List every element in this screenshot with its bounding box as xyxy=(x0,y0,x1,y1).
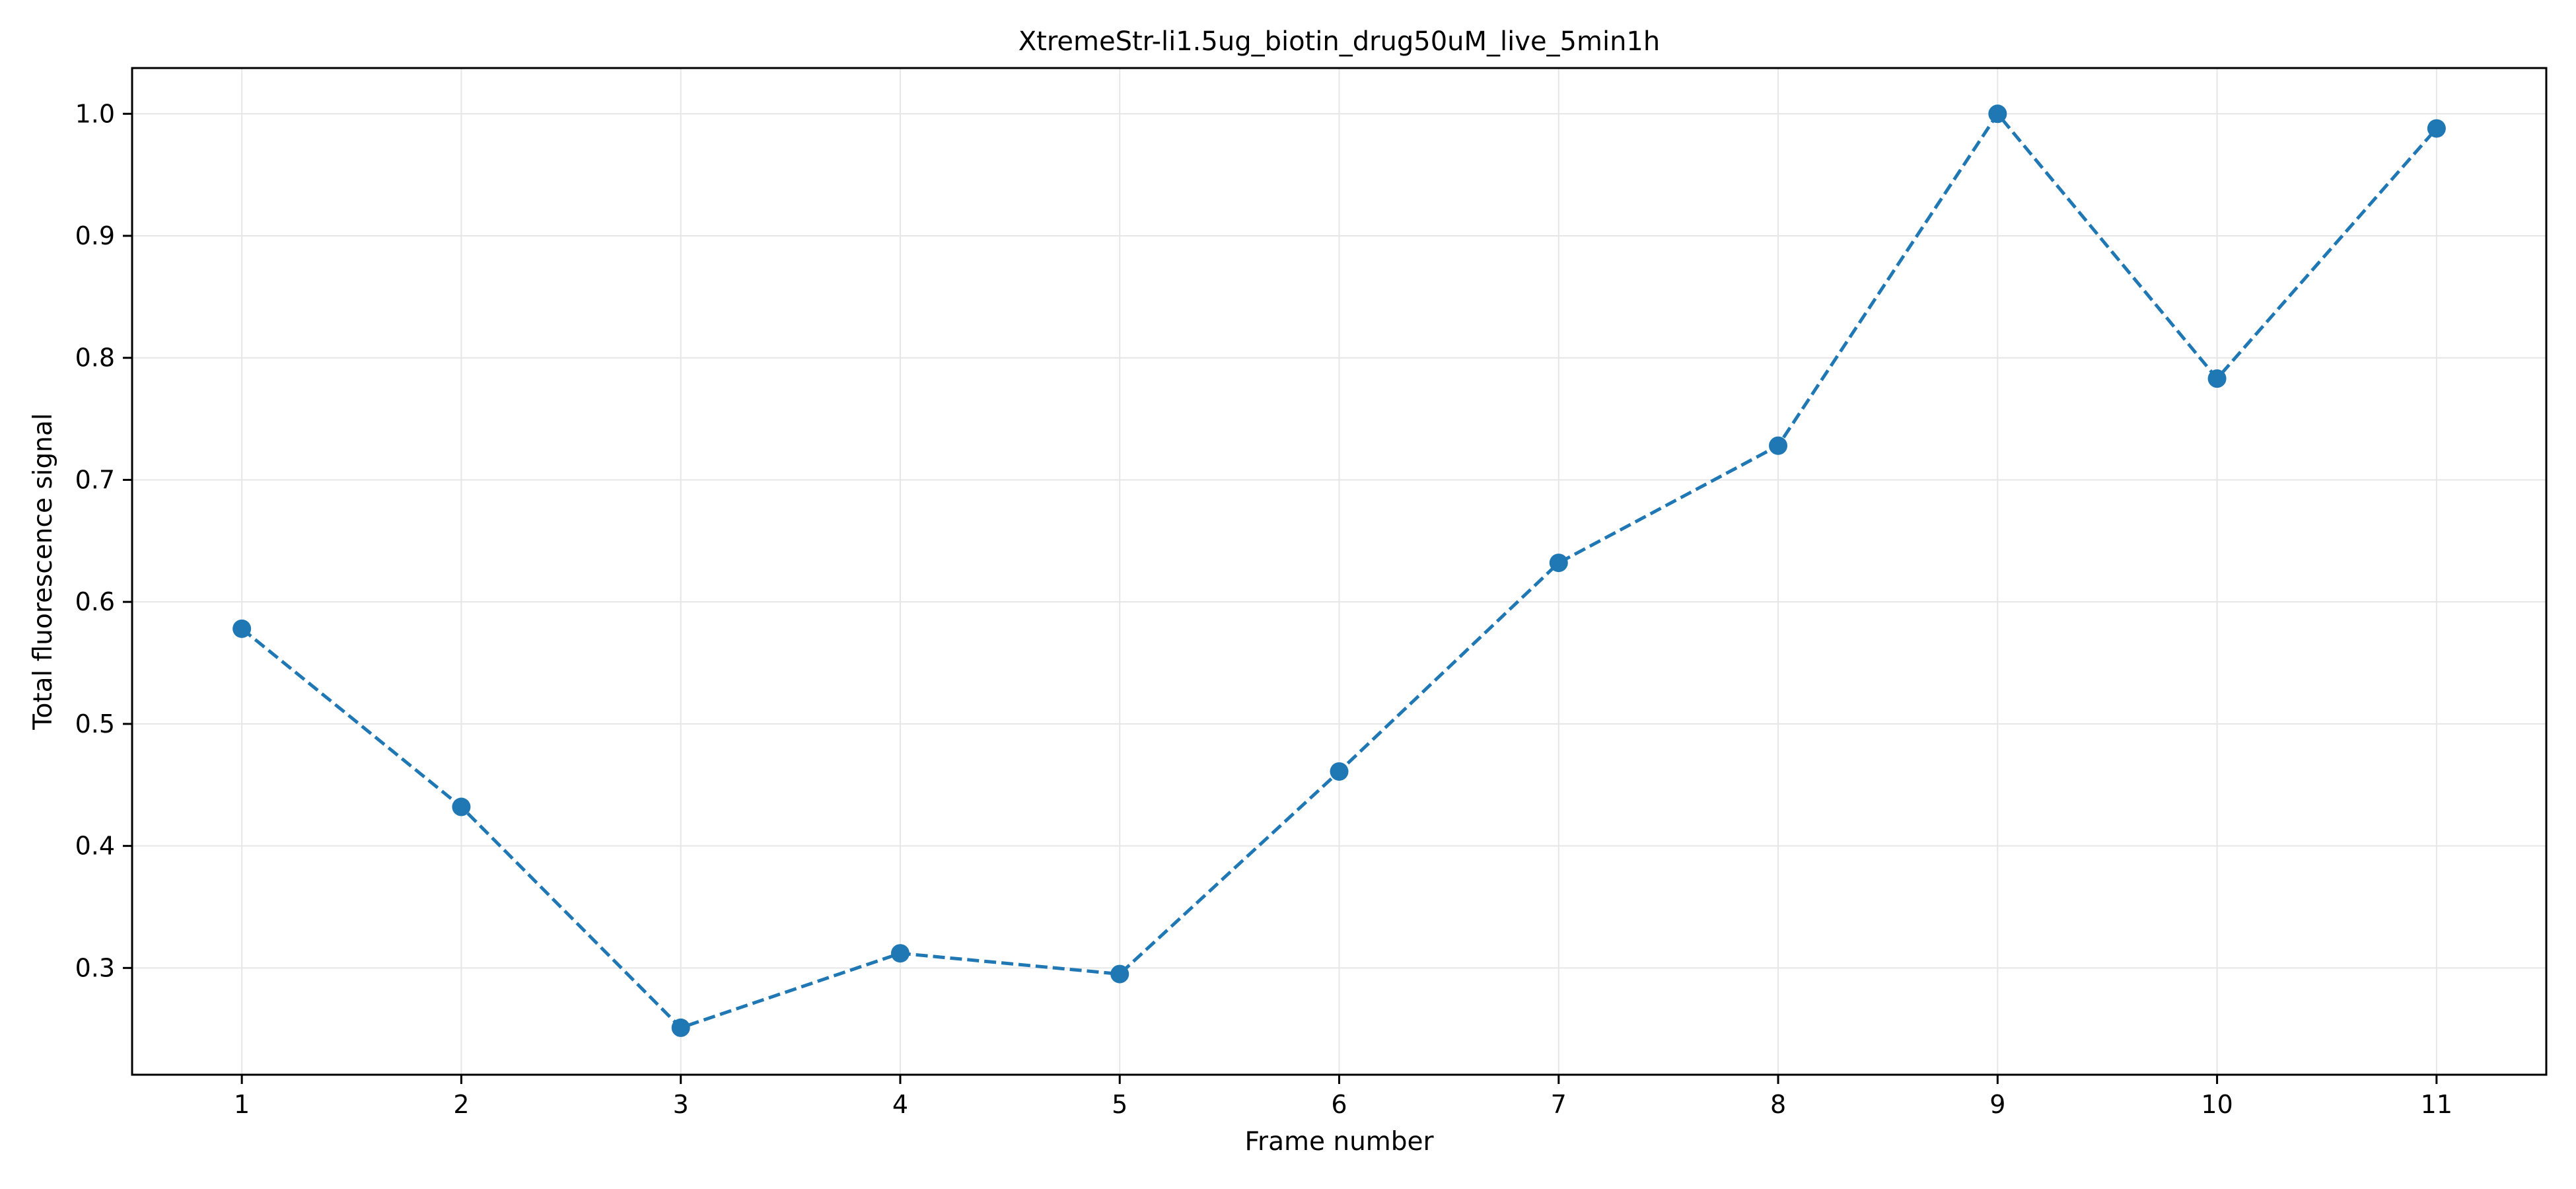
y-tick-label: 0.9 xyxy=(75,221,115,250)
data-point xyxy=(233,619,252,638)
data-point xyxy=(2427,119,2446,138)
y-tick-label: 0.7 xyxy=(75,465,115,494)
series-layer xyxy=(233,104,2446,1037)
y-tick-label: 0.8 xyxy=(75,343,115,373)
y-tick-label: 0.6 xyxy=(75,587,115,616)
y-tick-label: 1.0 xyxy=(75,99,115,128)
x-tick-label: 8 xyxy=(1770,1090,1786,1119)
data-point xyxy=(1769,436,1788,455)
x-tick-label: 5 xyxy=(1112,1090,1127,1119)
data-point xyxy=(2207,369,2227,388)
data-point xyxy=(1549,554,1568,573)
data-point xyxy=(890,944,910,963)
x-axis-label: Frame number xyxy=(1244,1127,1434,1157)
data-point xyxy=(1110,964,1129,984)
x-tick-label: 1 xyxy=(234,1090,250,1119)
x-tick-label: 2 xyxy=(453,1090,469,1119)
data-point xyxy=(1330,762,1349,781)
x-tick-label: 7 xyxy=(1551,1090,1567,1119)
data-point xyxy=(452,797,471,816)
x-tick-label: 4 xyxy=(892,1090,908,1119)
x-tick-label: 3 xyxy=(673,1090,689,1119)
x-tick-label: 10 xyxy=(2201,1090,2233,1119)
data-point xyxy=(671,1018,690,1037)
y-tick-label: 0.3 xyxy=(75,953,115,982)
x-tick-label: 6 xyxy=(1331,1090,1347,1119)
x-tick-label: 9 xyxy=(1989,1090,2005,1119)
x-tick-label: 11 xyxy=(2421,1090,2452,1119)
data-point xyxy=(1988,104,2007,124)
axis-ticks: 1 2 3 4 5 6 7 8 9 10 11 0.3 0.4 0.5 0.6 0.7 0.8 0.9 1.0 xyxy=(75,99,2452,1119)
y-tick-label: 0.4 xyxy=(75,832,115,861)
y-tick-label: 0.5 xyxy=(75,709,115,739)
grid xyxy=(132,68,2546,1075)
y-axis-label: Total fluorescence signal xyxy=(28,413,58,730)
chart-title: XtremeStr-li1.5ug_biotin_drug50uM_live_5… xyxy=(1019,26,1660,57)
